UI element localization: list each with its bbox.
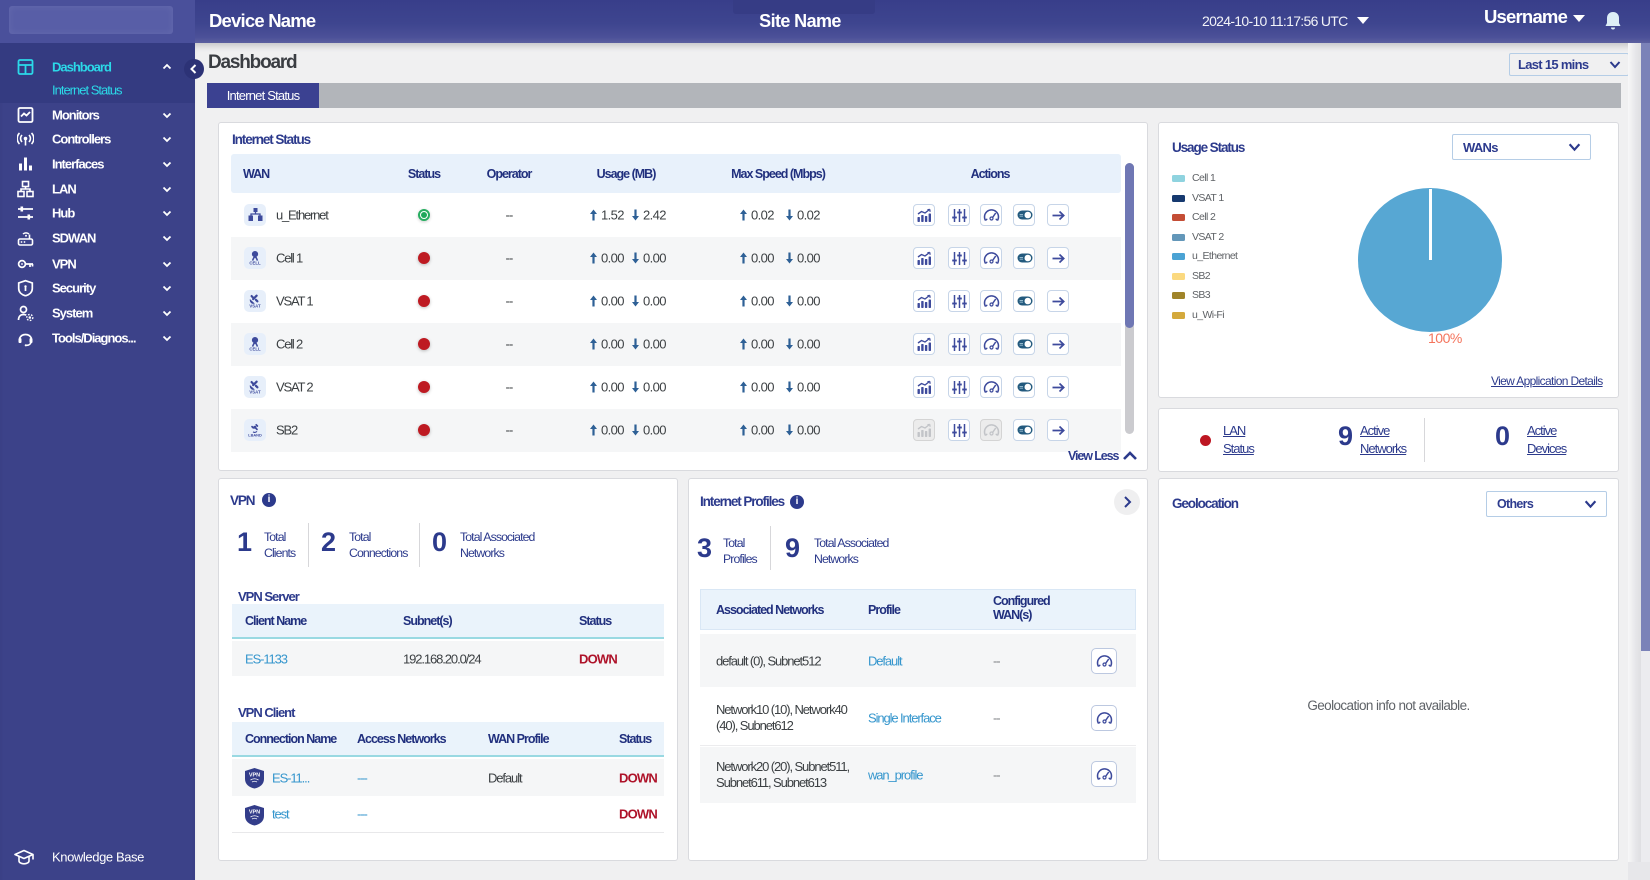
svg-text:LBAND: LBAND xyxy=(248,432,262,437)
svg-text:VSAT: VSAT xyxy=(249,389,261,394)
svg-text:VSAT: VSAT xyxy=(249,303,261,308)
svg-text:VPN: VPN xyxy=(249,810,260,816)
svg-text:VPN: VPN xyxy=(249,773,260,779)
svg-text:CELL: CELL xyxy=(249,346,261,351)
svg-text:CELL: CELL xyxy=(249,260,261,265)
